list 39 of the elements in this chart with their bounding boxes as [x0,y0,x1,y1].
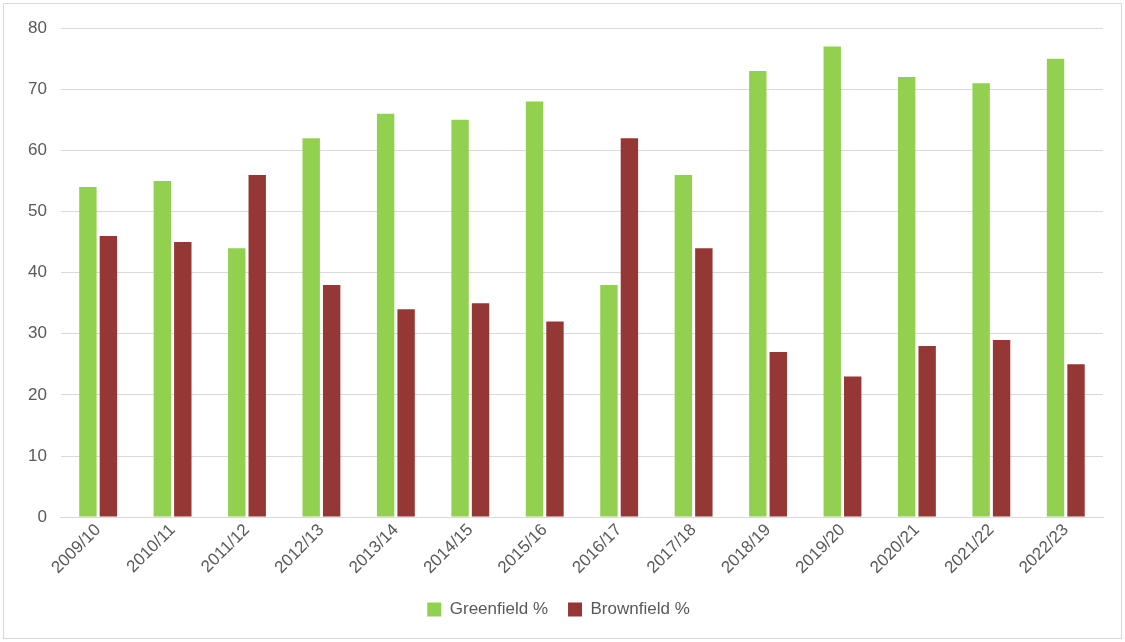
bar [228,248,246,517]
bar [248,174,266,517]
y-tick-label: 80 [27,17,47,37]
bar [918,346,936,517]
bar [322,284,341,517]
legend-label: Greenfield % [449,599,549,619]
bar [1067,364,1085,517]
bar [844,376,862,517]
bar [471,303,490,517]
bar [823,46,841,517]
y-tick-label: 40 [27,262,47,282]
bar [695,248,713,517]
bar [525,101,544,517]
y-tick-label: 60 [27,140,47,160]
y-tick-label: 30 [27,323,47,343]
bar [376,113,395,517]
y-tick-label: 70 [27,79,47,98]
bar [451,119,469,517]
bar [620,138,639,517]
bar [546,321,564,517]
bar [992,339,1011,517]
y-tick-label: 0 [37,506,47,526]
bar [99,235,118,517]
bar [769,352,787,517]
legend-label: Brownfield % [590,599,690,619]
bar [79,187,97,517]
bar [302,138,320,517]
bar [397,309,415,517]
bar [174,242,192,517]
bar [897,77,916,517]
bar [972,83,990,517]
bar [153,180,172,517]
y-tick-label: 10 [27,445,47,465]
bar [1046,58,1065,517]
bar [749,70,767,517]
bar [674,174,693,517]
bar [600,284,618,517]
y-tick-label: 20 [27,384,47,404]
y-tick-label: 50 [27,201,47,221]
